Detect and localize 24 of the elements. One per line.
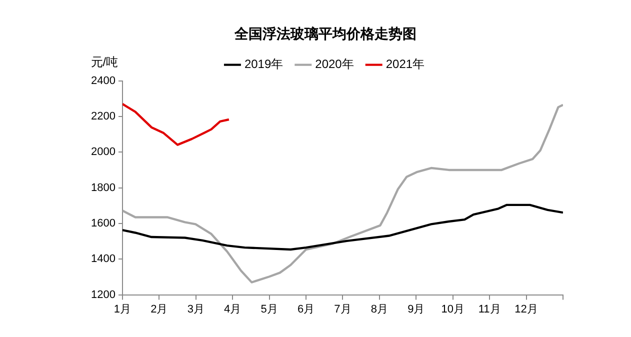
x-tick-label: 2月 xyxy=(150,303,168,316)
y-tick-label: 2200 xyxy=(90,110,116,122)
x-tick-label: 10月 xyxy=(441,303,464,316)
x-tick-label: 7月 xyxy=(334,303,352,316)
legend-label: 2021年 xyxy=(386,57,425,72)
legend-label: 2019年 xyxy=(244,57,284,72)
y-tick-label: 1400 xyxy=(90,253,116,266)
x-tick-label: 11月 xyxy=(478,303,501,316)
x-tick-label: 3月 xyxy=(187,303,204,316)
y-axis-title: 元/吨 xyxy=(90,55,118,70)
x-tick-label: 9月 xyxy=(408,303,425,316)
y-tick-label: 2000 xyxy=(90,146,116,158)
chart-title: 全国浮法玻璃平均价格走势图 xyxy=(234,25,416,42)
y-tick-label: 1600 xyxy=(90,218,116,230)
x-tick-label: 6月 xyxy=(297,303,315,316)
x-tick-label: 12月 xyxy=(514,303,538,316)
y-tick-label: 2400 xyxy=(90,74,116,87)
y-tick-label: 1200 xyxy=(90,288,116,301)
legend-label: 2020年 xyxy=(315,57,354,72)
x-tick-label: 4月 xyxy=(224,303,242,316)
y-tick-label: 1800 xyxy=(90,182,116,194)
x-tick-label: 5月 xyxy=(260,303,278,316)
x-tick-label: 8月 xyxy=(370,303,388,316)
x-tick-label: 1月 xyxy=(114,303,132,316)
